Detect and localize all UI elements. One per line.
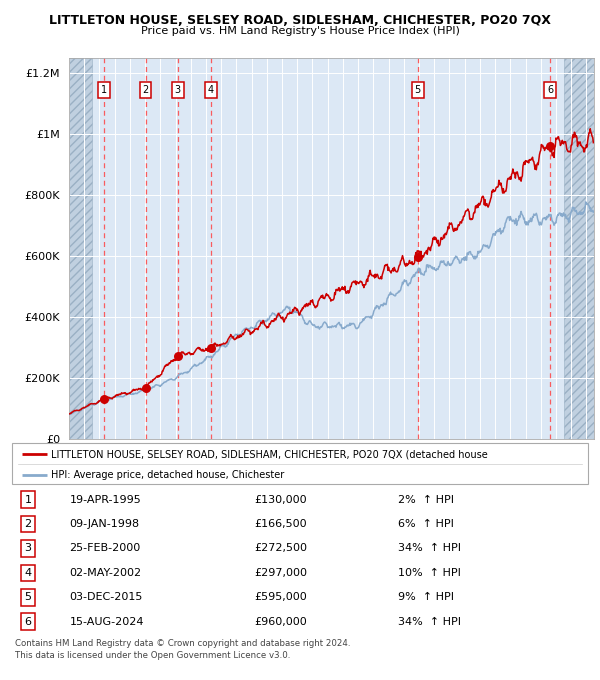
Text: 5: 5	[415, 85, 421, 95]
Text: 03-DEC-2015: 03-DEC-2015	[70, 592, 143, 602]
Text: £595,000: £595,000	[254, 592, 307, 602]
Text: 1: 1	[101, 85, 107, 95]
Text: 5: 5	[25, 592, 32, 602]
Text: 4: 4	[208, 85, 214, 95]
Text: 02-MAY-2002: 02-MAY-2002	[70, 568, 142, 578]
Text: £166,500: £166,500	[254, 519, 307, 529]
Bar	[69, 58, 92, 439]
Text: 6%  ↑ HPI: 6% ↑ HPI	[398, 519, 454, 529]
Text: £130,000: £130,000	[254, 495, 307, 505]
Text: 4: 4	[25, 568, 32, 578]
Text: 34%  ↑ HPI: 34% ↑ HPI	[398, 617, 461, 626]
Text: £272,500: £272,500	[254, 543, 307, 554]
Text: 9%  ↑ HPI: 9% ↑ HPI	[398, 592, 454, 602]
FancyBboxPatch shape	[12, 443, 588, 484]
Text: 6: 6	[547, 85, 553, 95]
Text: HPI: Average price, detached house, Chichester: HPI: Average price, detached house, Chic…	[51, 470, 284, 480]
Text: 2: 2	[25, 519, 32, 529]
Text: Price paid vs. HM Land Registry's House Price Index (HPI): Price paid vs. HM Land Registry's House …	[140, 26, 460, 36]
Text: 34%  ↑ HPI: 34% ↑ HPI	[398, 543, 461, 554]
Text: 1: 1	[25, 495, 32, 505]
Text: 15-AUG-2024: 15-AUG-2024	[70, 617, 144, 626]
Text: LITTLETON HOUSE, SELSEY ROAD, SIDLESHAM, CHICHESTER, PO20 7QX: LITTLETON HOUSE, SELSEY ROAD, SIDLESHAM,…	[49, 14, 551, 27]
Text: 25-FEB-2000: 25-FEB-2000	[70, 543, 141, 554]
Text: 09-JAN-1998: 09-JAN-1998	[70, 519, 140, 529]
Text: 2: 2	[142, 85, 149, 95]
Text: 10%  ↑ HPI: 10% ↑ HPI	[398, 568, 461, 578]
Text: LITTLETON HOUSE, SELSEY ROAD, SIDLESHAM, CHICHESTER, PO20 7QX (detached house: LITTLETON HOUSE, SELSEY ROAD, SIDLESHAM,…	[51, 449, 488, 460]
Text: £960,000: £960,000	[254, 617, 307, 626]
Text: 3: 3	[25, 543, 32, 554]
Text: £297,000: £297,000	[254, 568, 307, 578]
Bar	[563, 58, 594, 439]
Text: 3: 3	[175, 85, 181, 95]
Text: 6: 6	[25, 617, 32, 626]
Text: Contains HM Land Registry data © Crown copyright and database right 2024.: Contains HM Land Registry data © Crown c…	[15, 639, 350, 648]
Text: 2%  ↑ HPI: 2% ↑ HPI	[398, 495, 454, 505]
Text: 19-APR-1995: 19-APR-1995	[70, 495, 142, 505]
Text: This data is licensed under the Open Government Licence v3.0.: This data is licensed under the Open Gov…	[15, 651, 290, 660]
